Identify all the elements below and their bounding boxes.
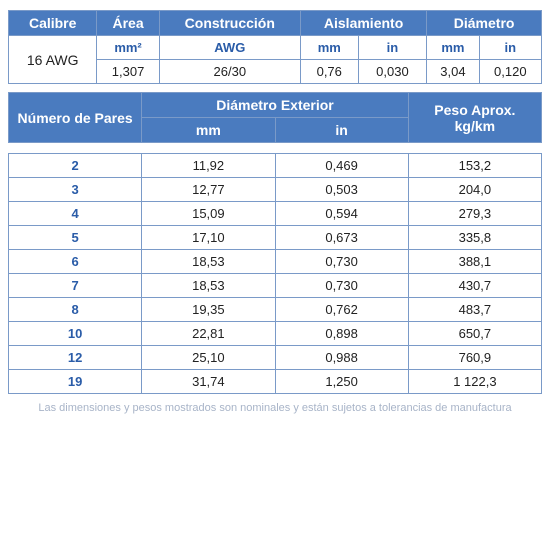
cell-mm: 17,10 <box>142 226 275 250</box>
cell-area: 1,307 <box>97 60 159 84</box>
cell-ais-mm: 0,76 <box>300 60 358 84</box>
table-row: 819,350,762483,7 <box>9 298 542 322</box>
cell-in: 0,673 <box>275 226 408 250</box>
cell-mm: 18,53 <box>142 250 275 274</box>
sub-construccion-unit: AWG <box>159 36 300 60</box>
cell-mm: 22,81 <box>142 322 275 346</box>
cell-in: 0,988 <box>275 346 408 370</box>
cell-peso: 650,7 <box>408 322 541 346</box>
cell-calibre: 16 AWG <box>9 36 97 84</box>
cell-peso: 760,9 <box>408 346 541 370</box>
cell-pares: 10 <box>9 322 142 346</box>
table-row: 1022,810,898650,7 <box>9 322 542 346</box>
cell-pares: 19 <box>9 370 142 394</box>
sub-ais-in: in <box>358 36 427 60</box>
cell-mm: 15,09 <box>142 202 275 226</box>
cell-peso: 279,3 <box>408 202 541 226</box>
cell-in: 1,250 <box>275 370 408 394</box>
cell-in: 0,730 <box>275 274 408 298</box>
spec-table-1: Calibre Área Construcción Aislamiento Di… <box>8 10 542 84</box>
hdr-peso: Peso Aprox. kg/km <box>408 93 541 143</box>
cell-peso: 335,8 <box>408 226 541 250</box>
hdr-area: Área <box>97 11 159 36</box>
cell-peso: 153,2 <box>408 154 541 178</box>
cell-mm: 31,74 <box>142 370 275 394</box>
cell-pares: 4 <box>9 202 142 226</box>
table-row: 618,530,730388,1 <box>9 250 542 274</box>
cell-dia-mm: 3,04 <box>427 60 479 84</box>
cell-pares: 6 <box>9 250 142 274</box>
sub-area-unit: mm² <box>97 36 159 60</box>
cell-peso: 204,0 <box>408 178 541 202</box>
cell-pares: 8 <box>9 298 142 322</box>
cell-mm: 25,10 <box>142 346 275 370</box>
table-row: 517,100,673335,8 <box>9 226 542 250</box>
sub-dia-mm: mm <box>427 36 479 60</box>
cell-mm: 12,77 <box>142 178 275 202</box>
cell-peso: 483,7 <box>408 298 541 322</box>
cell-pares: 2 <box>9 154 142 178</box>
cell-in: 0,898 <box>275 322 408 346</box>
sub-ais-mm: mm <box>300 36 358 60</box>
table-row: 1931,741,2501 122,3 <box>9 370 542 394</box>
hdr-mm: mm <box>142 118 275 143</box>
table-row: 312,770,503204,0 <box>9 178 542 202</box>
footnote: Las dimensiones y pesos mostrados son no… <box>8 402 542 414</box>
cell-peso: 388,1 <box>408 250 541 274</box>
cell-construccion: 26/30 <box>159 60 300 84</box>
hdr-diametro: Diámetro <box>427 11 542 36</box>
table-row: 718,530,730430,7 <box>9 274 542 298</box>
cell-mm: 11,92 <box>142 154 275 178</box>
hdr-aislamiento: Aislamiento <box>300 11 426 36</box>
cell-peso: 430,7 <box>408 274 541 298</box>
cell-peso: 1 122,3 <box>408 370 541 394</box>
hdr-construccion: Construcción <box>159 11 300 36</box>
cell-ais-in: 0,030 <box>358 60 427 84</box>
cell-in: 0,594 <box>275 202 408 226</box>
cell-mm: 18,53 <box>142 274 275 298</box>
cell-pares: 7 <box>9 274 142 298</box>
hdr-dia-ext: Diámetro Exterior <box>142 93 409 118</box>
hdr-numero-pares: Número de Pares <box>9 93 142 143</box>
cell-in: 0,730 <box>275 250 408 274</box>
table-row: 211,920,469153,2 <box>9 154 542 178</box>
cell-pares: 12 <box>9 346 142 370</box>
cell-in: 0,503 <box>275 178 408 202</box>
table-row: 415,090,594279,3 <box>9 202 542 226</box>
cell-in: 0,469 <box>275 154 408 178</box>
cell-pares: 3 <box>9 178 142 202</box>
spec-table-2-body: 211,920,469153,2312,770,503204,0415,090,… <box>8 153 542 394</box>
sub-dia-in: in <box>479 36 541 60</box>
cell-mm: 19,35 <box>142 298 275 322</box>
spec-table-2-header: Número de Pares Diámetro Exterior Peso A… <box>8 92 542 143</box>
hdr-calibre: Calibre <box>9 11 97 36</box>
hdr-in: in <box>275 118 408 143</box>
cell-pares: 5 <box>9 226 142 250</box>
table-row: 1225,100,988760,9 <box>9 346 542 370</box>
cell-dia-in: 0,120 <box>479 60 541 84</box>
cell-in: 0,762 <box>275 298 408 322</box>
